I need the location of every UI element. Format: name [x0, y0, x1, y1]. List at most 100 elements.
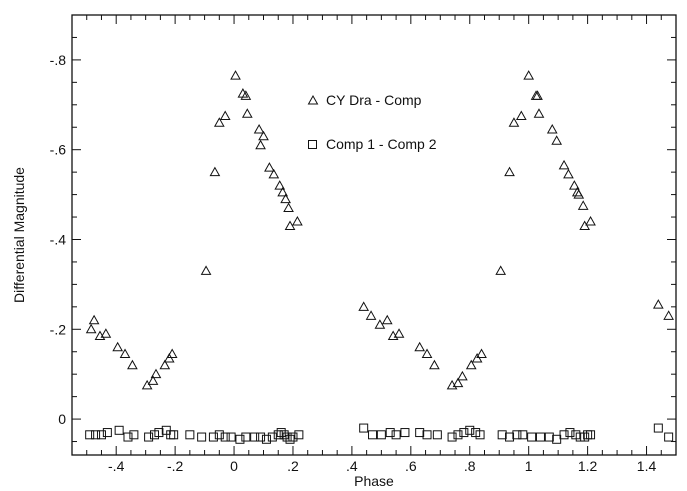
triangle-point: [532, 90, 543, 100]
triangle-point: [446, 379, 458, 390]
square-point: [580, 432, 590, 442]
square-point: [497, 430, 507, 440]
triangle-point: [577, 200, 589, 210]
x-tick-label: .8: [464, 458, 476, 474]
triangle-point: [421, 348, 433, 358]
x-tick-label: 1.4: [637, 458, 657, 474]
triangle-point: [241, 108, 253, 118]
square-point: [261, 434, 271, 444]
triangle-point: [85, 323, 97, 334]
triangle-point: [94, 330, 106, 341]
triangle-point: [274, 180, 286, 190]
square-point: [123, 432, 133, 442]
square-point: [385, 428, 395, 438]
triangle-point: [533, 108, 545, 118]
square-point: [447, 432, 457, 442]
x-tick-label: -.4: [108, 458, 125, 474]
square-point: [432, 430, 442, 440]
square-point: [505, 432, 515, 442]
triangle-point: [515, 110, 527, 121]
triangle-point: [551, 135, 563, 145]
square-point: [256, 432, 266, 442]
triangle-point: [476, 348, 487, 358]
triangle-point: [159, 359, 171, 370]
triangle-point: [546, 123, 558, 134]
triangle-point: [652, 299, 664, 309]
square-point: [527, 432, 537, 442]
triangle-point: [230, 70, 241, 80]
square-point: [169, 430, 179, 440]
square-point: [267, 432, 277, 442]
triangle-point: [292, 216, 303, 226]
triangle-point: [387, 330, 399, 341]
triangle-point: [112, 341, 124, 352]
triangle-point: [508, 117, 520, 127]
triangle-point: [495, 265, 507, 275]
y-tick-label: -.6: [50, 142, 67, 158]
square-point: [653, 423, 663, 433]
square-point: [359, 423, 369, 433]
square-point: [422, 430, 432, 440]
square-point: [376, 430, 386, 440]
square-point: [664, 432, 674, 442]
square-point: [250, 432, 260, 442]
square-point: [154, 428, 164, 438]
plot-frame: [71, 14, 677, 456]
square-point: [583, 430, 593, 440]
square-point: [226, 432, 236, 442]
square-point: [518, 430, 528, 440]
triangle-point: [568, 180, 580, 190]
square-point: [214, 430, 224, 440]
triangle-point: [200, 265, 212, 275]
square-point: [459, 428, 469, 438]
triangle-point: [264, 162, 275, 172]
triangle-point: [240, 90, 252, 100]
x-axis-ticks: [71, 15, 677, 455]
triangle-point: [258, 130, 269, 141]
triangle-point: [88, 314, 100, 325]
square-point: [241, 432, 251, 442]
legend-label-comp1-comp2: Comp 1 - Comp 2: [326, 136, 437, 152]
square-point: [85, 430, 95, 440]
triangle-point: [150, 368, 162, 379]
triangle-point: [253, 123, 265, 134]
triangle-point: [280, 193, 291, 204]
triangle-point: [219, 110, 231, 121]
x-tick-label: -.2: [167, 458, 184, 474]
square-point: [565, 428, 575, 438]
triangle-point: [429, 359, 440, 370]
triangle-point: [358, 301, 370, 311]
square-point: [114, 425, 124, 435]
triangle-point: [573, 189, 585, 199]
triangle-point: [558, 159, 570, 170]
square-point: [129, 430, 139, 440]
y-axis-title: Differential Magnitude: [11, 167, 27, 303]
triangle-point: [452, 377, 464, 388]
triangle-point: [255, 139, 266, 150]
x-tick-label: 1: [525, 458, 533, 474]
square-point: [465, 425, 475, 435]
legend-label-cy-dra-comp: CY Dra - Comp: [326, 92, 422, 108]
square-point: [285, 434, 295, 444]
square-point: [294, 430, 304, 440]
square-point: [368, 430, 378, 440]
triangle-point: [393, 328, 405, 338]
square-point: [415, 428, 425, 438]
square-point: [400, 428, 410, 438]
triangle-point: [119, 348, 131, 358]
square-point: [235, 434, 245, 444]
y-axis-ticks: [72, 14, 676, 443]
square-point: [535, 432, 545, 442]
square-point: [102, 428, 112, 438]
square-point: [544, 432, 554, 442]
triangle-point: [504, 166, 515, 177]
legend-marker-square-icon: [308, 140, 317, 149]
triangle-point: [268, 168, 280, 179]
square-point: [512, 430, 522, 440]
x-tick-label: .2: [287, 458, 299, 474]
data-points: [85, 70, 674, 444]
triangle-point: [585, 216, 596, 226]
x-tick-label: 0: [230, 458, 238, 474]
triangle-point: [213, 117, 225, 127]
